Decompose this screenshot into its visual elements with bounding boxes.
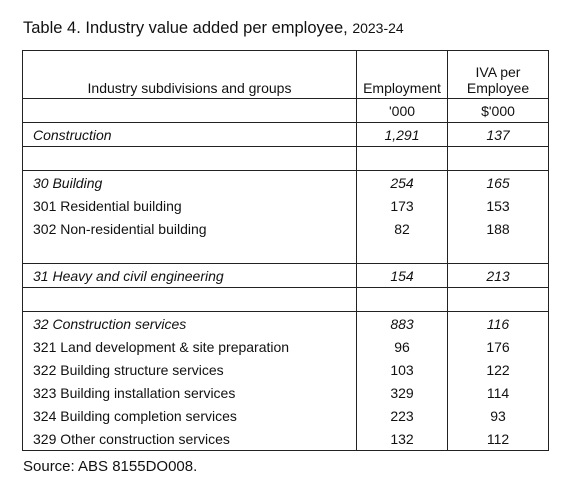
row-label <box>22 287 357 312</box>
table-row: 323 Building installation services 329 114 <box>22 381 549 404</box>
employment-cell: 1,291 <box>356 122 448 147</box>
employment-cell: 173 <box>356 194 448 217</box>
row-label: 324 Building completion services <box>22 404 357 427</box>
iva-cell <box>447 240 549 264</box>
header-row: Industry subdivisions and groups Employm… <box>22 50 549 99</box>
iva-cell: 112 <box>447 427 549 451</box>
table-row: 329 Other construction services 132 112 <box>22 427 549 451</box>
table-row: Construction 1,291 137 <box>22 122 549 147</box>
row-label: 323 Building installation services <box>22 381 357 404</box>
row-label: 321 Land development & site preparation <box>22 335 357 358</box>
iva-cell: 137 <box>447 122 549 147</box>
row-label <box>22 240 357 264</box>
employment-cell: 103 <box>356 358 448 381</box>
units-cell: '000 <box>356 98 448 123</box>
employment-cell <box>356 240 448 264</box>
header-cell: IVA per Employee <box>447 50 549 99</box>
row-label <box>22 146 357 171</box>
units-cell: $'000 <box>447 98 549 123</box>
table-row: 321 Land development & site preparation 9… <box>22 335 549 358</box>
units-cell <box>22 98 357 123</box>
table-row: 324 Building completion services 223 93 <box>22 404 549 427</box>
employment-cell: 96 <box>356 335 448 358</box>
iva-cell: 165 <box>447 170 549 194</box>
table-title: Table 4. Industry value added per employ… <box>23 19 404 38</box>
row-label: 301 Residential building <box>22 194 357 217</box>
iva-cell: 122 <box>447 358 549 381</box>
row-label: 302 Non-residential building <box>22 217 357 240</box>
row-label: Construction <box>22 122 357 147</box>
iva-cell: 153 <box>447 194 549 217</box>
title-year: 2023-24 <box>352 20 404 36</box>
iva-cell: 114 <box>447 381 549 404</box>
employment-cell: 254 <box>356 170 448 194</box>
iva-cell <box>447 287 549 312</box>
employment-cell: 883 <box>356 311 448 335</box>
employment-cell: 132 <box>356 427 448 451</box>
iva-cell: 116 <box>447 311 549 335</box>
table-row: 31 Heavy and civil engineering 154 213 <box>22 263 549 288</box>
row-label: 32 Construction services <box>22 311 357 335</box>
blank-row <box>22 146 549 171</box>
table-body: Industry subdivisions and groups Employm… <box>22 50 549 451</box>
blank-row <box>22 240 549 264</box>
row-label: 322 Building structure services <box>22 358 357 381</box>
employment-cell: 82 <box>356 217 448 240</box>
source-note: Source: ABS 8155DO008. <box>23 458 198 475</box>
header-cell: Industry subdivisions and groups <box>22 50 357 99</box>
units-row: '000 $'000 <box>22 98 549 123</box>
employment-cell: 223 <box>356 404 448 427</box>
iva-cell: 213 <box>447 263 549 288</box>
table-row: 301 Residential building 173 153 <box>22 194 549 217</box>
iva-cell: 188 <box>447 217 549 240</box>
table-row: 322 Building structure services 103 122 <box>22 358 549 381</box>
employment-cell: 154 <box>356 263 448 288</box>
employment-cell <box>356 287 448 312</box>
title-text: Table 4. Industry value added per employ… <box>23 19 348 37</box>
header-line: Employee <box>466 80 530 96</box>
iva-cell <box>447 146 549 171</box>
header-line: IVA per <box>475 64 521 80</box>
row-label: 30 Building <box>22 170 357 194</box>
data-table: Industry subdivisions and groups Employm… <box>22 50 549 451</box>
iva-cell: 93 <box>447 404 549 427</box>
table-row: 32 Construction services 883 116 <box>22 311 549 335</box>
row-label: 329 Other construction services <box>22 427 357 451</box>
row-label: 31 Heavy and civil engineering <box>22 263 357 288</box>
employment-cell: 329 <box>356 381 448 404</box>
table-row: 30 Building 254 165 <box>22 170 549 194</box>
table-row: 302 Non-residential building 82 188 <box>22 217 549 240</box>
iva-cell: 176 <box>447 335 549 358</box>
employment-cell <box>356 146 448 171</box>
header-cell: Employment <box>356 50 448 99</box>
blank-row <box>22 287 549 312</box>
